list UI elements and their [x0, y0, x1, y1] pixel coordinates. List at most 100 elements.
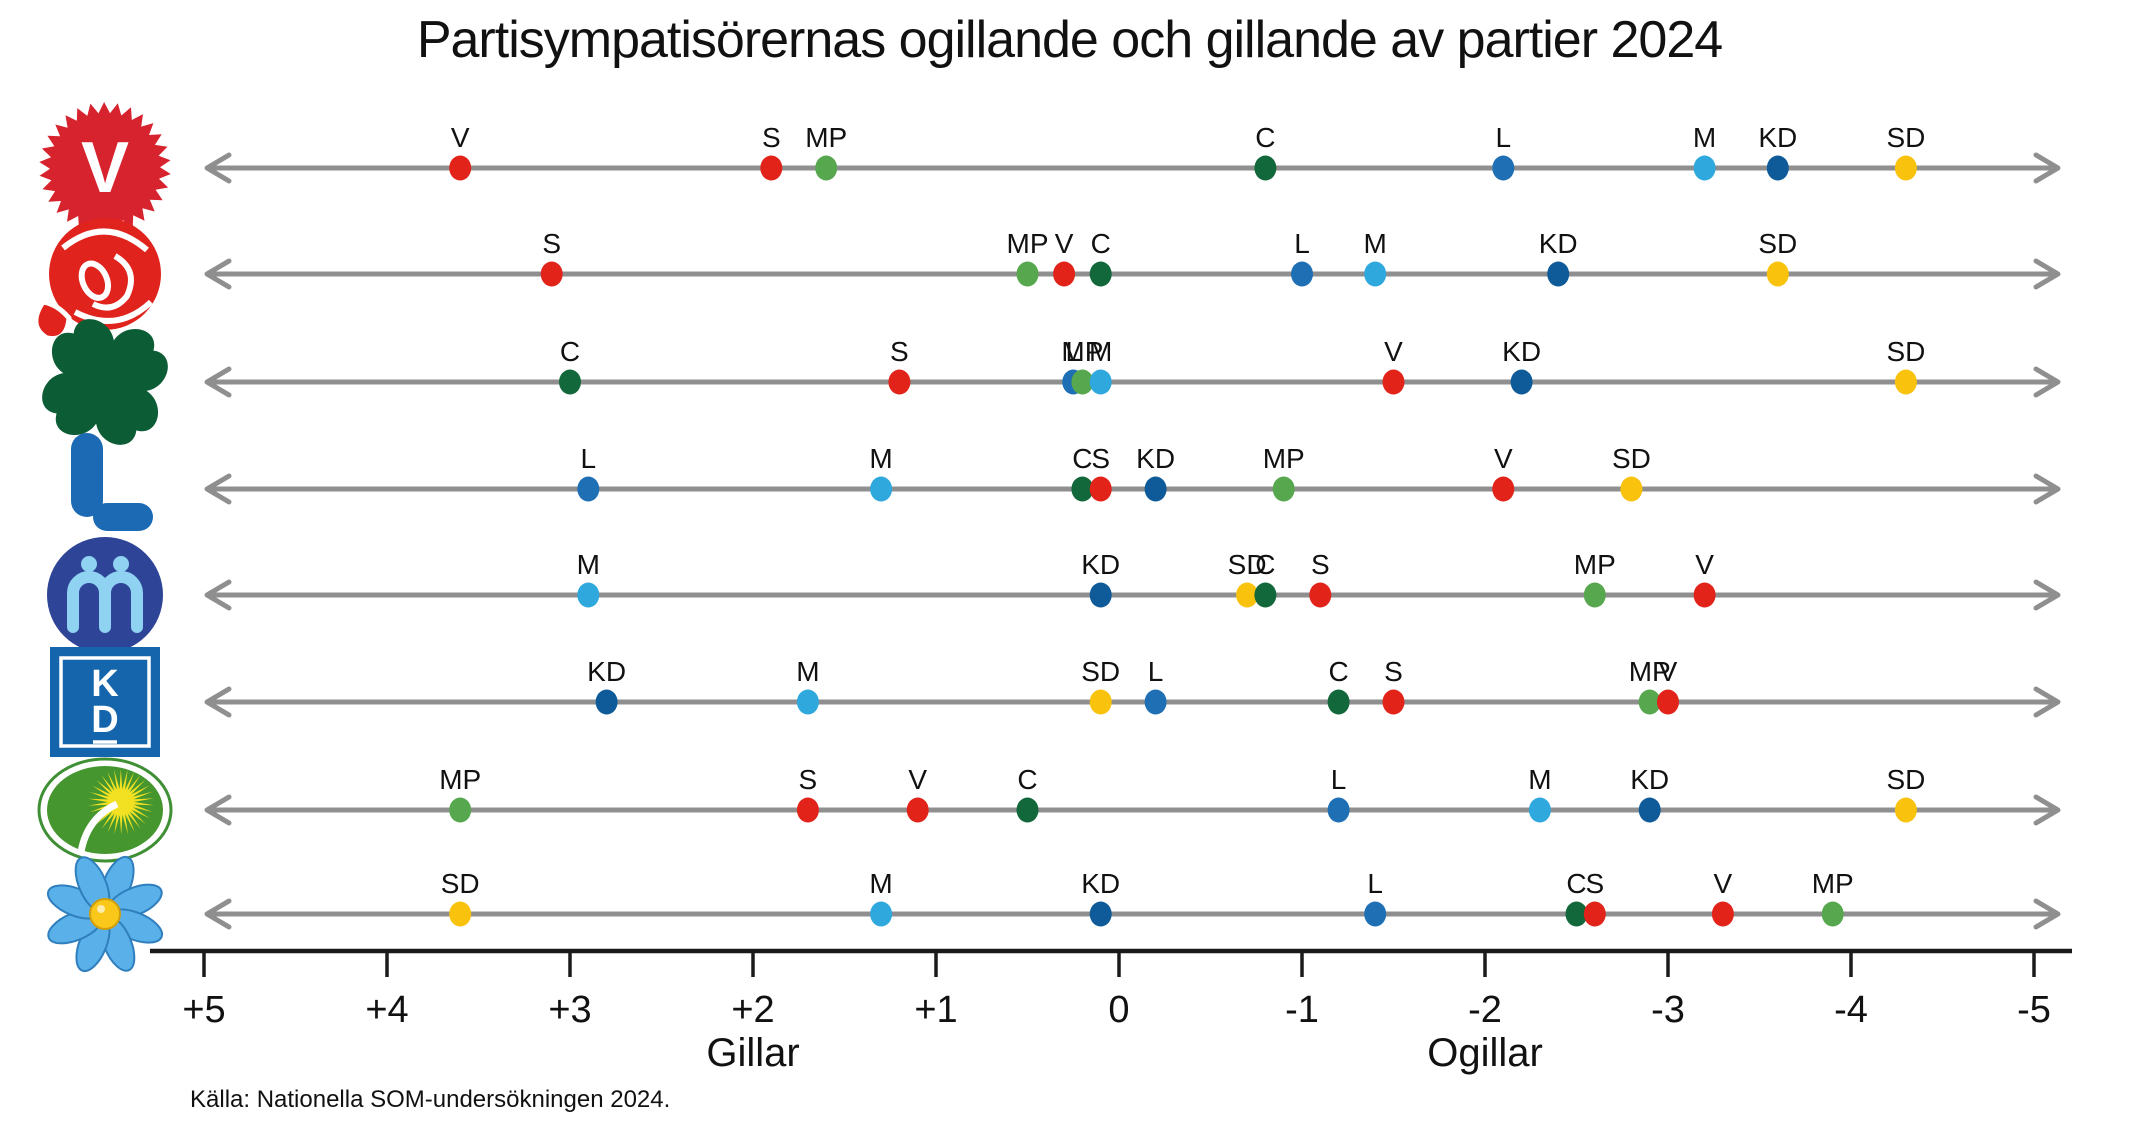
scale-axis: +5 +4 +3 +2 +1 0 -1 -2 -3 -4 -5 Gillar Ogillar: [150, 948, 2072, 1075]
dot-C-rates-V: [1382, 369, 1405, 395]
dot-SD-rates-KD: [1089, 901, 1112, 927]
right-arrow-icon: [2033, 579, 2061, 611]
dot-label-SD-S: S: [1585, 868, 1604, 899]
dot-V-rates-S: [760, 155, 783, 181]
row-SD-sympathizers: SD M KD L CS V MP: [46, 855, 2061, 973]
dot-label-M-M: M: [577, 549, 600, 580]
dot-S-rates-MP: [1016, 261, 1039, 287]
dot-label-V-SD: SD: [1886, 122, 1925, 153]
right-arrow-icon: [2033, 473, 2061, 505]
dot-label-L-V: V: [1494, 443, 1513, 474]
dot-label-SD-MP: MP: [1812, 868, 1854, 899]
dot-label-M-KD: KD: [1081, 549, 1120, 580]
left-arrow-icon: [204, 152, 232, 184]
tick-label--4: -4: [1834, 989, 1868, 1031]
row-M-sympathizers: M KD SDC S MP V: [47, 537, 2061, 653]
svg-text:V: V: [81, 128, 129, 208]
dot-V-rates-C: [1254, 155, 1277, 181]
row-S-sympathizers: S MP V C L M KD SD: [33, 218, 2061, 342]
left-arrow-icon: [204, 258, 232, 290]
dot-label-V-C: C: [1255, 122, 1275, 153]
dot-L-rates-L: [577, 476, 600, 502]
dot-S-rates-SD: [1766, 261, 1789, 287]
dot-M-rates-V: [1693, 582, 1716, 608]
dot-label-V-MP: MP: [805, 122, 847, 153]
source-note: Källa: Nationella SOM-undersökningen 202…: [190, 1086, 671, 1113]
dot-label-C-KD: KD: [1502, 336, 1541, 367]
dot-label-MP-SD: SD: [1886, 764, 1925, 795]
dot-C-rates-MP: [1071, 369, 1094, 395]
dot-label-C-M: M: [1089, 336, 1112, 367]
dot-KD-rates-SD: [1089, 689, 1112, 715]
dot-label-S-M: M: [1364, 228, 1387, 259]
dot-label-MP-M: M: [1528, 764, 1551, 795]
dot-label-C-S: S: [890, 336, 909, 367]
dot-M-rates-SD: [1236, 582, 1259, 608]
tick-label-+3: +3: [548, 989, 591, 1031]
dot-label-SD-M: M: [869, 868, 892, 899]
dot-label-SD-C: C: [1566, 868, 1586, 899]
dot-C-rates-C: [559, 369, 581, 395]
centerpartiet-logo: [42, 319, 168, 445]
dot-C-rates-M: [1089, 369, 1112, 395]
like-axis-caption: Gillar: [706, 1031, 799, 1075]
dot-KD-rates-L: [1144, 689, 1167, 715]
dot-KD-rates-M: [796, 689, 819, 715]
dot-KD-rates-KD: [595, 689, 618, 715]
dot-V-rates-SD: [1894, 155, 1917, 181]
dot-label-S-C: C: [1091, 228, 1111, 259]
tick-label--5: -5: [2017, 989, 2051, 1031]
dot-label-MP-C: C: [1017, 764, 1037, 795]
dot-label-KD-SD: SD: [1081, 656, 1120, 687]
dot-label-V-L: L: [1496, 122, 1512, 153]
left-arrow-icon: [204, 686, 232, 718]
dot-M-rates-KD: [1089, 582, 1112, 608]
tick-label-+4: +4: [365, 989, 408, 1031]
miljopartiet-logo: [37, 757, 173, 863]
dot-MP-rates-M: [1528, 797, 1551, 823]
left-arrow-icon: [204, 579, 232, 611]
dot-SD-rates-C: [1565, 901, 1588, 927]
left-arrow-icon: [204, 473, 232, 505]
dot-SD-rates-V: [1711, 901, 1734, 927]
dot-MP-rates-L: [1327, 797, 1350, 823]
dot-label-MP-L: L: [1331, 764, 1347, 795]
dot-S-rates-KD: [1547, 261, 1570, 287]
tick-label--3: -3: [1651, 989, 1685, 1031]
svg-text:D: D: [91, 699, 118, 741]
dot-S-rates-M: [1364, 261, 1387, 287]
kristdemokraterna-logo: KD: [50, 647, 160, 757]
tick-label-+5: +5: [182, 989, 225, 1031]
dot-L-rates-MP: [1272, 476, 1295, 502]
dot-label-L-M: M: [869, 443, 892, 474]
dot-MP-rates-SD: [1894, 797, 1917, 823]
dot-MP-rates-V: [906, 797, 929, 823]
dot-label-C-V: V: [1384, 336, 1403, 367]
dot-label-L-S: S: [1091, 443, 1110, 474]
dot-MP-rates-KD: [1638, 797, 1661, 823]
socialdemokraterna-logo: [33, 218, 161, 342]
dot-S-rates-S: [540, 261, 563, 287]
dot-label-C-SD: SD: [1886, 336, 1925, 367]
dot-label-S-MP: MP: [1007, 228, 1049, 259]
row-V-sympathizers: V S MP C L M KD SD V: [39, 102, 2061, 234]
dot-MP-rates-S: [796, 797, 819, 823]
dot-label-KD-L: L: [1148, 656, 1164, 687]
dot-SD-rates-SD: [449, 901, 472, 927]
dot-label-L-C: C: [1072, 443, 1092, 474]
dot-S-rates-C: [1089, 261, 1112, 287]
dot-V-rates-KD: [1766, 155, 1789, 181]
dot-L-rates-C: [1071, 476, 1094, 502]
dot-SD-rates-L: [1364, 901, 1387, 927]
dot-SD-rates-S: [1583, 901, 1606, 927]
dot-V-rates-V: [449, 155, 472, 181]
moderaterna-logo: [47, 537, 163, 653]
right-arrow-icon: [2033, 366, 2061, 398]
dot-label-MP-MP: MP: [439, 764, 481, 795]
row-KD-sympathizers: KD M SD L C S MPV KD: [50, 647, 2061, 757]
sverigedemokraterna-logo: [46, 855, 164, 973]
dot-V-rates-MP: [815, 155, 838, 181]
dot-label-KD-KD: KD: [587, 656, 626, 687]
